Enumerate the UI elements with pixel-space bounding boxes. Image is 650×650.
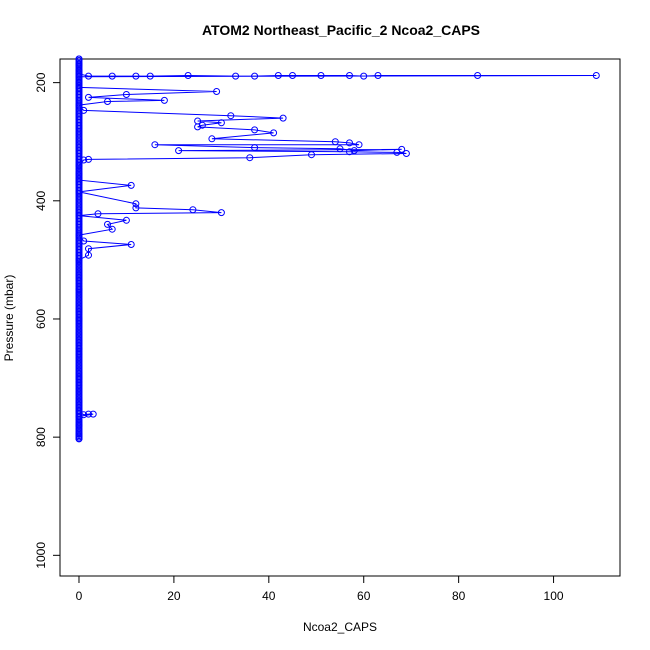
data-point: [208, 135, 216, 143]
y-tick-label: 200: [34, 72, 48, 92]
data-point: [217, 209, 225, 217]
chart-title: ATOM2 Northeast_Pacific_2 Ncoa2_CAPS: [202, 22, 480, 38]
x-tick-label: 60: [357, 589, 371, 603]
data-point: [227, 112, 235, 120]
x-tick-label: 100: [544, 589, 564, 603]
data-point: [346, 139, 353, 147]
series-points: [75, 55, 600, 443]
data-point: [308, 151, 315, 159]
data-point: [104, 98, 111, 105]
x-tick-label: 0: [76, 589, 83, 603]
data-point: [270, 129, 278, 137]
y-tick-label: 400: [34, 190, 48, 210]
data-point: [246, 154, 254, 162]
data-point: [160, 96, 168, 104]
data-point: [213, 88, 221, 95]
data-point: [122, 91, 130, 98]
data-point: [104, 220, 111, 228]
x-tick-label: 20: [167, 589, 181, 603]
data-point: [360, 72, 368, 80]
data-point: [132, 72, 140, 80]
data-point: [393, 148, 401, 156]
data-point: [108, 225, 116, 233]
data-point: [592, 72, 600, 79]
y-axis: 200 400 600 800 1000: [34, 72, 61, 569]
x-tick-label: 40: [262, 589, 276, 603]
x-tick-label: 80: [452, 589, 466, 603]
data-point: [274, 72, 282, 79]
plot-area: [75, 55, 600, 443]
data-point: [108, 72, 116, 80]
data-point: [251, 72, 259, 80]
data-point: [132, 200, 140, 208]
data-point: [85, 251, 92, 259]
data-point: [146, 72, 154, 80]
data-point: [402, 150, 410, 157]
data-point: [251, 126, 259, 134]
data-point: [317, 72, 325, 79]
data-point: [189, 206, 197, 214]
data-point: [374, 72, 382, 79]
y-tick-label: 800: [34, 427, 48, 447]
data-point: [217, 119, 225, 127]
data-point: [75, 435, 83, 443]
data-point: [198, 121, 206, 129]
data-point: [474, 72, 482, 79]
data-point: [331, 138, 339, 146]
data-point: [85, 72, 92, 80]
y-axis-title: Pressure (mbar): [2, 275, 16, 362]
data-point: [89, 410, 97, 418]
y-tick-label: 600: [34, 309, 48, 329]
data-point: [336, 145, 344, 153]
y-tick-label: 1000: [34, 542, 48, 569]
data-point: [289, 72, 296, 79]
data-point: [350, 147, 358, 155]
data-point: [94, 210, 102, 218]
data-point: [85, 155, 92, 163]
data-point: [151, 141, 159, 149]
data-point: [122, 216, 130, 224]
data-point: [279, 114, 287, 122]
x-axis-title: Ncoa2_CAPS: [303, 620, 377, 634]
data-point: [184, 72, 192, 79]
data-point: [346, 148, 353, 156]
data-point: [175, 147, 183, 155]
data-point: [251, 144, 259, 152]
data-point: [194, 123, 202, 131]
x-axis: 0 20 40 60 80 100: [76, 575, 564, 603]
data-point: [346, 72, 353, 79]
data-point: [127, 181, 135, 189]
data-point: [232, 72, 240, 80]
data-point: [85, 93, 92, 101]
data-point: [127, 241, 135, 248]
data-point: [355, 141, 363, 149]
data-point: [85, 410, 92, 418]
data-point: [132, 204, 140, 212]
